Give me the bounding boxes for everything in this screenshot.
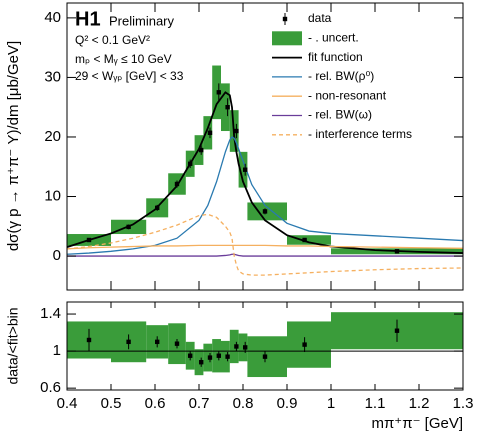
- curve: [67, 244, 463, 250]
- y-tick-label: 1.4: [40, 305, 61, 322]
- data-point: [234, 344, 239, 349]
- curve: [67, 91, 463, 254]
- x-tick-label: 0.6: [145, 395, 166, 412]
- data-point: [207, 355, 213, 360]
- x-tick-label: 1.2: [409, 395, 430, 412]
- data-point: [126, 224, 131, 230]
- legend-label: - non-resonant: [308, 88, 387, 102]
- x-tick-label: 0.4: [57, 395, 78, 412]
- curve: [67, 213, 463, 276]
- y-tick-label: 40: [44, 9, 61, 26]
- plot-frame: [66, 2, 464, 291]
- uncert-band: [67, 312, 463, 378]
- data-point: [302, 342, 307, 347]
- data-point: [174, 181, 180, 187]
- legend-label: data: [308, 11, 332, 25]
- y-tick-label: 0.6: [40, 379, 61, 396]
- annotation: H1: [75, 8, 101, 30]
- data-point: [243, 345, 248, 350]
- curve: [67, 253, 463, 257]
- plot-frame: [66, 301, 464, 391]
- curves: [67, 91, 463, 276]
- y-tick-label: 30: [44, 68, 61, 85]
- y-tick-label: 0: [53, 247, 61, 264]
- annotation: Q² < 0.1 GeV²: [75, 33, 150, 47]
- data-point: [155, 339, 160, 345]
- data-point: [234, 128, 239, 134]
- data-point: [243, 167, 248, 172]
- legend-label: fit function: [308, 50, 363, 64]
- uncert-box: [287, 235, 331, 245]
- annotation: Preliminary: [109, 13, 175, 28]
- data-point: [199, 360, 204, 365]
- uncert-box: [203, 343, 213, 372]
- curve: [67, 136, 463, 255]
- x-tick-label: 0.8: [233, 395, 254, 412]
- legend-marker: [282, 16, 288, 22]
- y-axis-label: dσ(γ p → π⁺π⁻ Y)/dm [μb/GeV]: [5, 41, 22, 251]
- data-point: [155, 205, 160, 211]
- data-point: [262, 354, 268, 359]
- legend-label: - interference terms: [308, 127, 412, 141]
- y-tick-label: 1: [53, 342, 61, 359]
- y-tick-label: 20: [44, 128, 61, 145]
- data-point: [262, 209, 268, 214]
- uncert-box: [247, 336, 287, 378]
- data-point: [216, 353, 221, 358]
- annotation: mₚ < Mᵧ ≤ 10 GeV: [75, 52, 172, 66]
- x-tick-label: 1: [327, 395, 335, 412]
- data-point: [126, 339, 131, 345]
- x-tick-label: 0.9: [277, 395, 298, 412]
- legend-marker: [272, 31, 302, 46]
- data-point: [174, 341, 180, 346]
- uncert-box: [287, 321, 331, 368]
- x-tick-label: 1.1: [365, 395, 386, 412]
- data-point: [86, 337, 92, 343]
- data-point: [225, 354, 230, 359]
- annotation: 29 < Wᵧₚ [GeV] < 33: [75, 69, 184, 83]
- y-tick-label: 10: [44, 187, 61, 204]
- data-point: [394, 249, 400, 254]
- data-point: [199, 147, 204, 153]
- x-axis-label: mπ⁺π⁻ [GeV]: [371, 415, 463, 432]
- data-point: [207, 130, 213, 136]
- legend-label: - . uncert.: [308, 30, 359, 44]
- x-tick-label: 1.3: [453, 395, 474, 412]
- data-point: [225, 105, 230, 110]
- uncert-box: [203, 116, 213, 150]
- data-point: [86, 237, 92, 243]
- y-axis-label: data/<fit>bin: [5, 307, 21, 384]
- x-tick-label: 0.7: [189, 395, 210, 412]
- data-point: [188, 161, 193, 166]
- legend-label: - rel. BW(ρ⁰): [308, 69, 374, 83]
- data-point: [394, 328, 400, 333]
- x-tick-label: 0.5: [101, 395, 122, 412]
- legend-label: - rel. BW(ω): [308, 108, 372, 122]
- data-point: [302, 237, 307, 243]
- data-point: [188, 353, 193, 358]
- data-point: [216, 90, 221, 95]
